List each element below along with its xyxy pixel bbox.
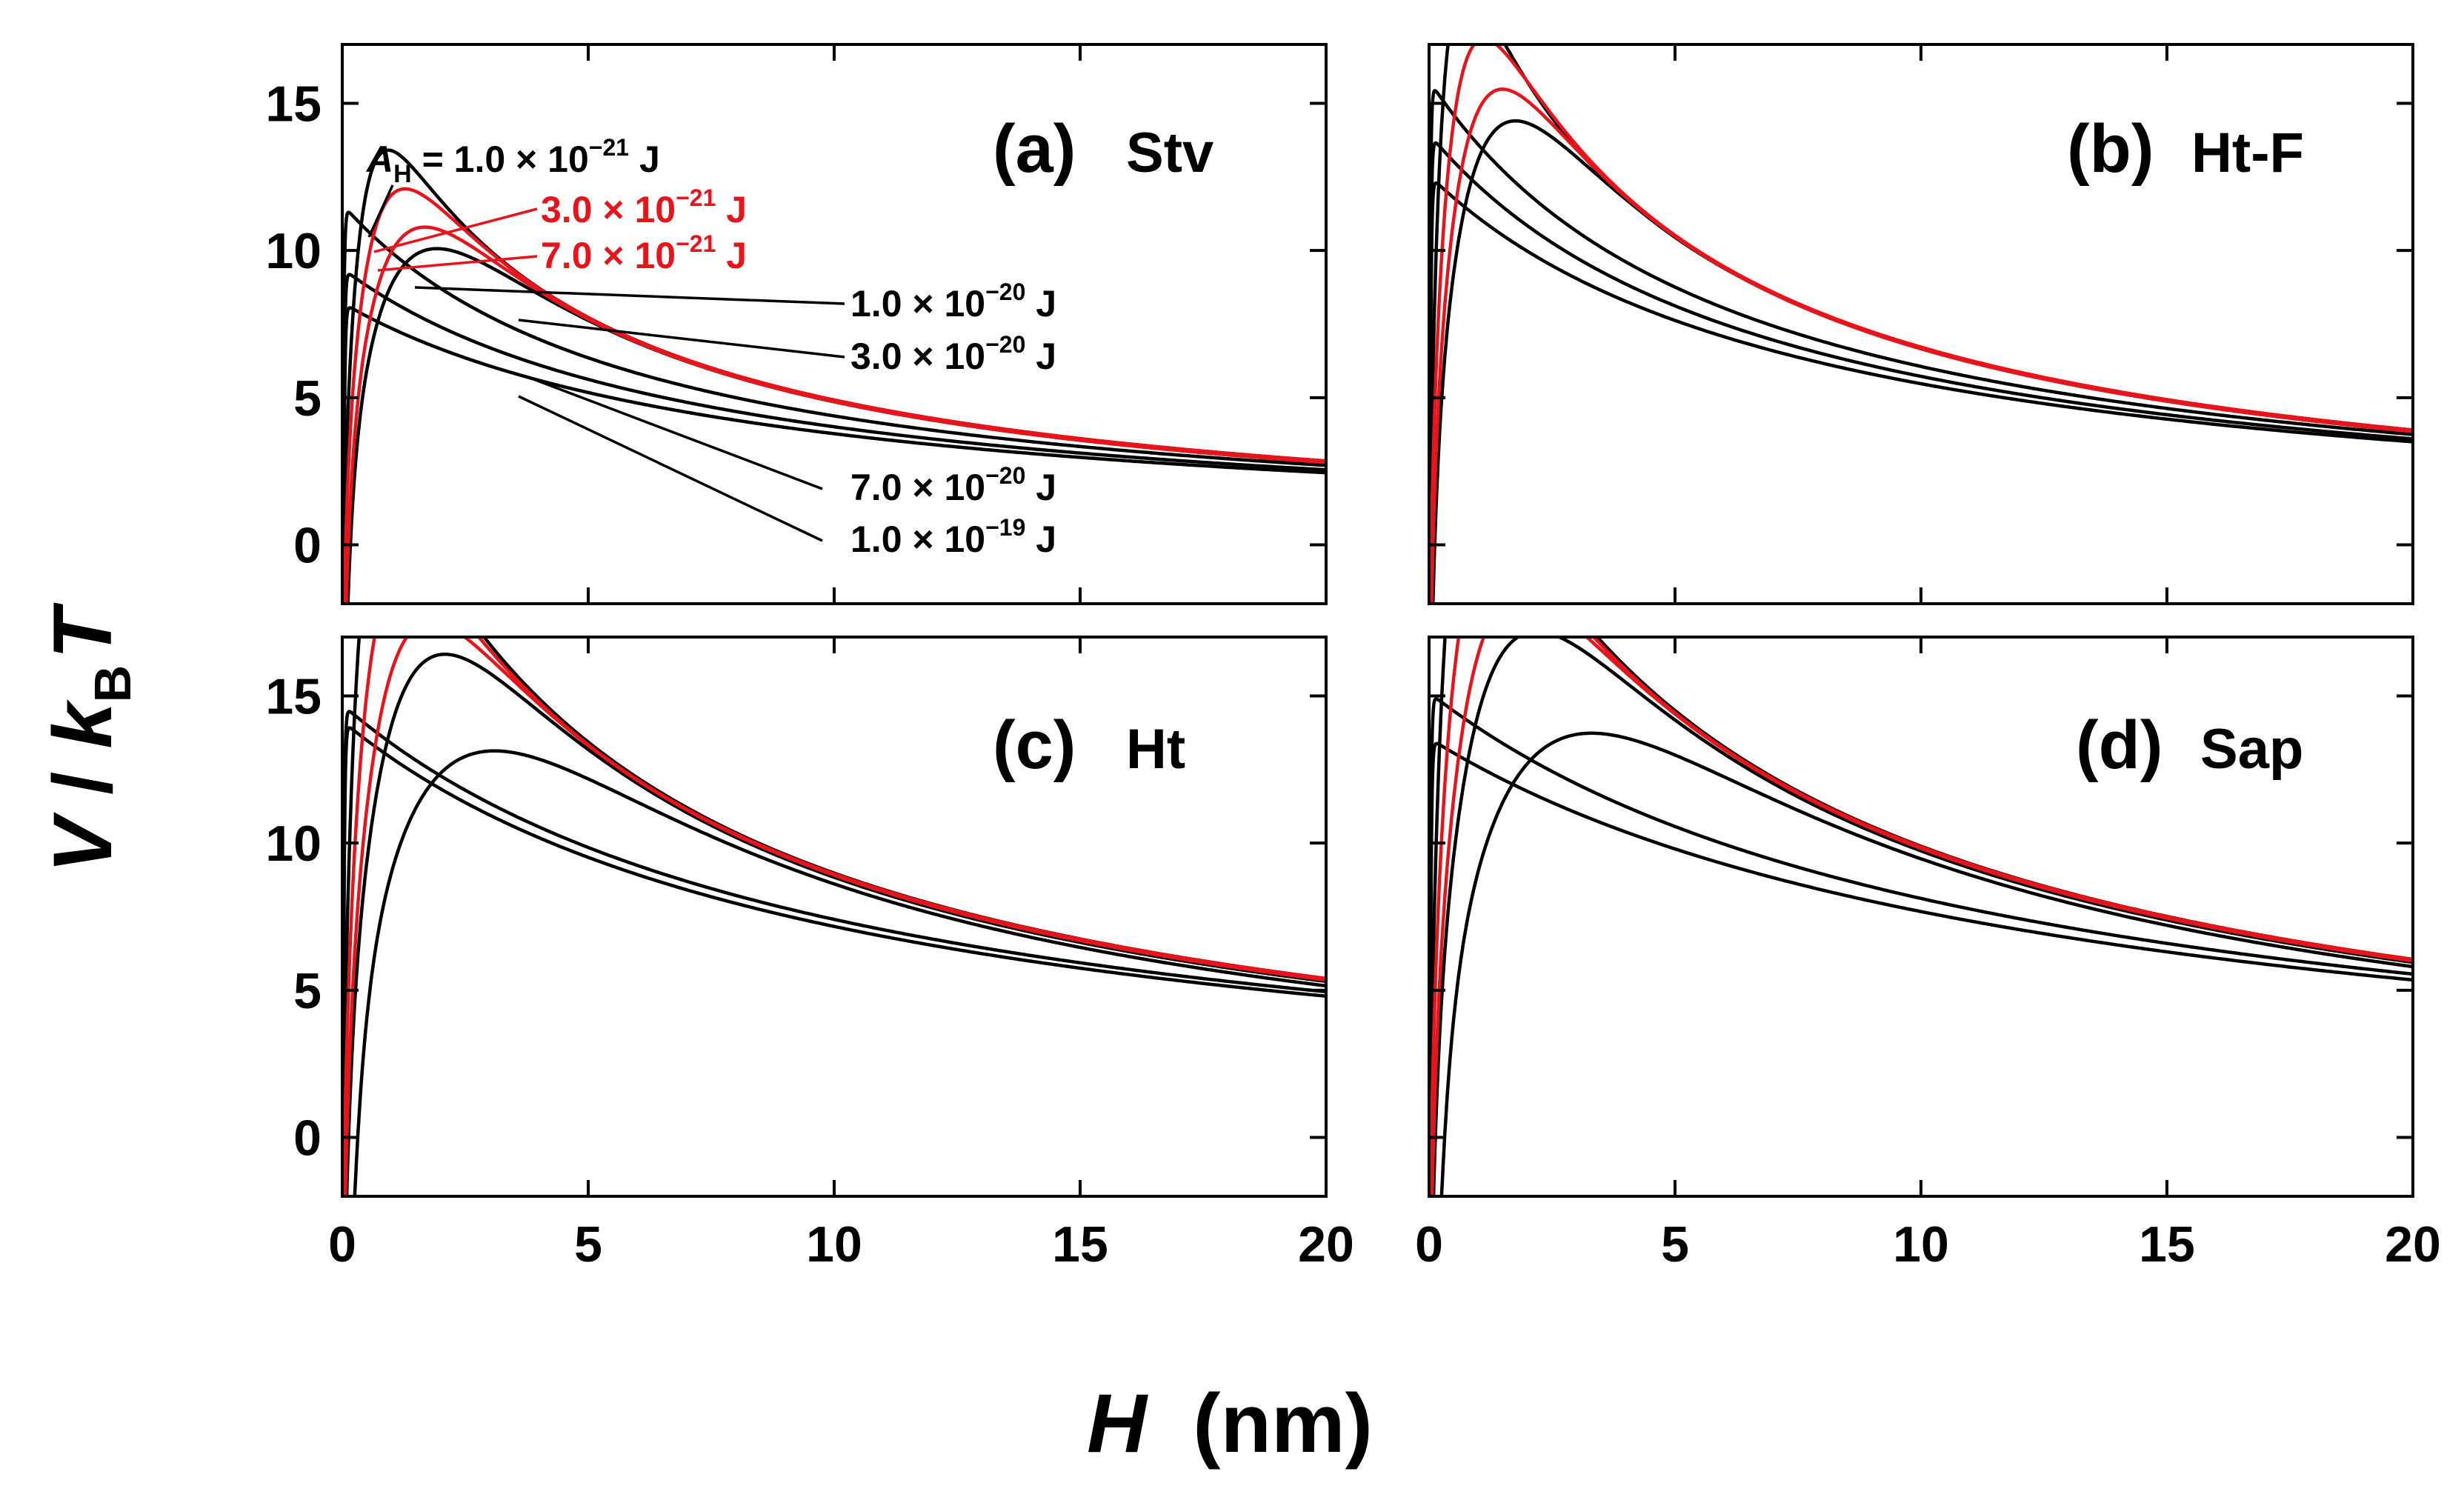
legend-label-4: 1.0 × 10−20 J (850, 279, 1056, 324)
panel-d: 0 5 10 15 20 (d) Sap (1415, 636, 2441, 1273)
y-title-v: V (36, 812, 129, 873)
x-title-unit: (nm) (1147, 1377, 1373, 1470)
panel-a: 0 5 10 15 (a) Stv (265, 43, 1328, 605)
panel-a-letter: (a) (993, 111, 1076, 187)
panel-c-label: (c) (993, 707, 1076, 783)
panel-c-xtick-label: 10 (806, 1216, 862, 1273)
panels-layer: 0 5 10 15 (a) Stv (b) Ht-F 0 5 10 15 0 5 10 15 20 (c) Ht 0 5… (265, 43, 2441, 1273)
legend-label-2: 3.0 × 10−21 J (541, 184, 747, 230)
legend-leader-7 (518, 395, 823, 542)
panel-b-series-1 (1429, 44, 2413, 535)
legend-leader-3 (377, 255, 538, 272)
panel-c-series-6 (342, 710, 1326, 1076)
legend-leader-1 (367, 184, 394, 238)
panel-a-ytick-label: 0 (293, 518, 322, 574)
panel-d-curves (1429, 637, 2413, 1196)
y-title-k: k (36, 699, 129, 749)
panel-a-series-3 (344, 225, 1326, 604)
x-axis-title: H (nm) (1087, 1377, 1373, 1470)
panel-a-name: Stv (1126, 121, 1213, 184)
panel-c-xtick-label: 5 (574, 1216, 602, 1273)
panel-c-series-2 (342, 637, 1326, 1196)
y-axis-title: V / kBT (36, 602, 141, 873)
panel-c-ytick-label: 15 (265, 668, 322, 724)
panel-a-series-5 (342, 210, 1326, 467)
panel-d-series-4 (1431, 637, 2413, 1196)
panel-d-series-3 (1430, 637, 2413, 1196)
panel-c-series-7 (342, 726, 1326, 1184)
panel-b-name: Ht-F (2191, 121, 2304, 184)
panel-b-series-3 (1430, 87, 2413, 604)
panel-a-series-7 (342, 306, 1326, 604)
y-title-t: T (36, 602, 129, 659)
legend-annotations: AH = 1.0 × 10−21 J3.0 × 10−21 J7.0 × 10−… (365, 134, 1056, 560)
panel-d-xtick-label: 15 (2139, 1216, 2195, 1273)
legend-leader-4 (414, 286, 845, 305)
panel-c-ytick-label: 5 (293, 963, 322, 1019)
panel-a-series-4 (346, 247, 1326, 604)
legend-leader-2 (373, 207, 538, 253)
panel-d-series-1 (1429, 637, 2413, 1141)
x-title-h: H (1087, 1377, 1148, 1470)
panel-c-series-3 (343, 637, 1326, 1196)
legend-leader-6 (529, 376, 823, 490)
panel-b-series-5 (1429, 89, 2413, 436)
legend-label-5: 3.0 × 10−20 J (850, 331, 1056, 377)
panel-c-name: Ht (1126, 718, 1185, 781)
panel-d-xtick-label: 10 (1893, 1216, 1949, 1273)
panel-b-label: (b) (2067, 111, 2154, 187)
panel-b-series-6 (1429, 141, 2413, 461)
panel-c-series-5 (353, 749, 1326, 1196)
legend-label-6: 7.0 × 10−20 J (850, 462, 1056, 508)
panel-a-series-6 (342, 273, 1326, 604)
panel-b-letter: (b) (2067, 111, 2154, 187)
panel-a-ytick-label: 15 (265, 76, 322, 132)
panel-d-xtick-label: 5 (1661, 1216, 1689, 1273)
panel-d-xtick-label: 20 (2385, 1216, 2441, 1273)
panel-b-curves (1429, 44, 2413, 604)
legend-label-7: 1.0 × 10−19 J (850, 514, 1056, 560)
panel-a-curves (342, 148, 1326, 604)
panel-d-series-6 (1429, 697, 2413, 1065)
panel-c-curves (342, 637, 1326, 1196)
panel-c-letter: (c) (993, 707, 1076, 783)
svg-text:V / kBT: V / kBT (36, 602, 141, 873)
panel-d-letter: (d) (2076, 707, 2162, 783)
panel-d-label: (d) (2076, 707, 2162, 783)
panel-d-xtick-label: 0 (1415, 1216, 1443, 1273)
panel-a-ytick-label: 5 (293, 370, 322, 427)
panel-a-label: (a) (993, 111, 1076, 187)
legend-label-1: AH = 1.0 × 10−21 J (365, 134, 660, 188)
y-title-slash: / (36, 749, 129, 818)
panel-c-xtick-label: 15 (1052, 1216, 1108, 1273)
panel-c-ytick-label: 0 (293, 1110, 322, 1167)
panel-d-series-7 (1429, 741, 2413, 1187)
y-title-sub-b: B (84, 665, 141, 703)
legend-leader-5 (518, 319, 845, 359)
panel-c-series-4 (344, 653, 1326, 1196)
legend-label-3: 7.0 × 10−21 J (541, 230, 747, 276)
panel-b-series-7 (1429, 181, 2413, 548)
panel-c-xtick-label: 20 (1298, 1216, 1354, 1273)
panel-d-name: Sap (2200, 718, 2303, 781)
panel-d-series-5 (1439, 731, 2413, 1196)
panel-a-series-2 (342, 187, 1326, 604)
panel-c-xtick-label: 0 (328, 1216, 356, 1273)
panel-a-ytick-label: 10 (265, 223, 322, 279)
panel-b: (b) Ht-F (1428, 43, 2414, 605)
panel-c-ytick-label: 10 (265, 816, 322, 872)
panel-c: 0 5 10 15 0 5 10 15 20 (c) Ht (265, 636, 1354, 1273)
